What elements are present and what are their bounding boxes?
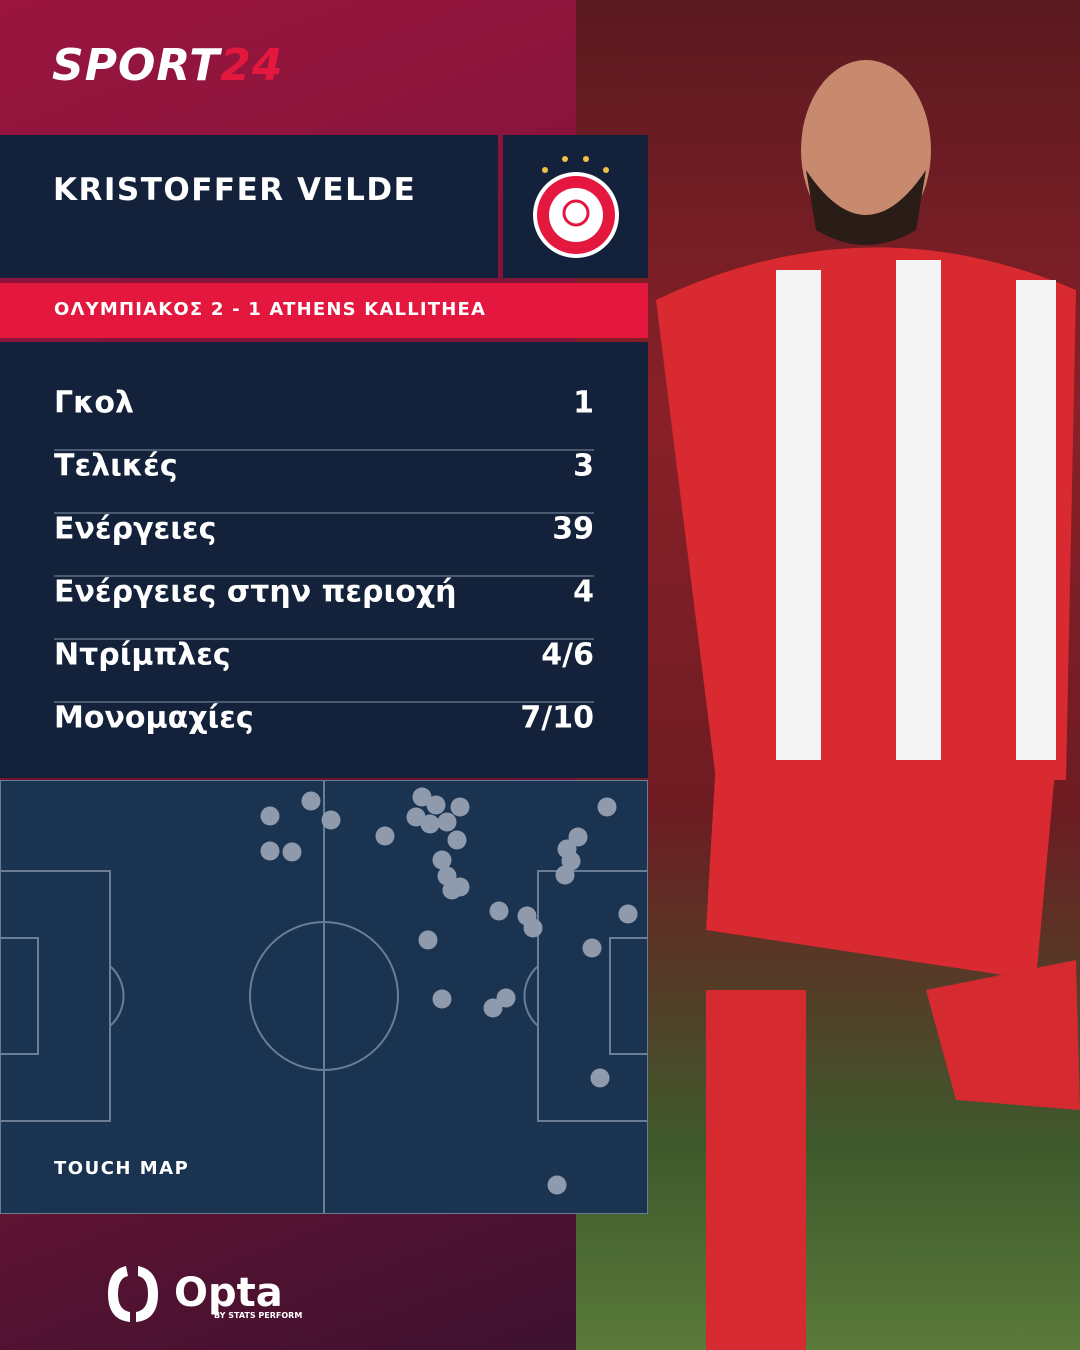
row-separator — [54, 701, 594, 703]
stat-row: Μονομαχίες 7/10 — [54, 674, 594, 737]
touch-dot — [282, 842, 302, 862]
touch-dot — [321, 810, 341, 830]
stat-label: Ντρίμπλες — [54, 637, 231, 673]
stat-label: Ενέργειες στην περιοχή — [54, 574, 457, 610]
touch-dot — [489, 901, 509, 921]
touch-map-title: TOUCH MAP — [54, 1158, 190, 1179]
touch-dot — [547, 1175, 567, 1195]
row-separator — [54, 638, 594, 640]
match-bar — [0, 283, 648, 338]
touch-dot — [557, 839, 577, 859]
touch-dot — [483, 998, 503, 1018]
player-name: KRISTOFFER VELDE — [53, 172, 417, 208]
touch-dot — [447, 830, 467, 850]
photo-art — [656, 60, 1080, 1350]
row-separator — [54, 512, 594, 514]
touch-dot — [412, 787, 432, 807]
stat-row: Ενέργειες 39 — [54, 485, 594, 577]
touch-dot — [597, 797, 617, 817]
touch-dot — [260, 841, 280, 861]
match-result: ΟΛΥΜΠΙΑΚΟΣ 2 - 1 ATHENS KALLITHEA — [54, 299, 487, 320]
touch-dot — [523, 918, 543, 938]
stat-label: Τελικές — [54, 448, 178, 484]
stat-value: 7/10 — [520, 700, 594, 736]
opta-icon — [108, 1266, 158, 1322]
stat-value: 4 — [573, 574, 594, 610]
touch-map — [0, 780, 648, 1214]
touch-dot — [420, 814, 440, 834]
touch-dot — [496, 988, 516, 1008]
club-badge-box — [503, 135, 648, 278]
stat-label: Ενέργειες — [54, 511, 217, 547]
touch-dot — [568, 827, 588, 847]
stat-value: 1 — [573, 385, 594, 421]
touch-dot — [442, 880, 462, 900]
stat-value: 3 — [573, 448, 594, 484]
touch-dot — [375, 826, 395, 846]
row-separator — [54, 449, 594, 451]
brand-logo: SPORT24 — [52, 40, 284, 91]
player-photo — [576, 0, 1080, 1350]
touch-dot — [406, 807, 426, 827]
stat-row: Γκολ 1 — [54, 359, 594, 451]
header-panel — [0, 135, 498, 278]
row-separator — [54, 575, 594, 577]
touch-dot — [432, 989, 452, 1009]
touch-dot — [260, 806, 280, 826]
stats-panel — [0, 342, 648, 778]
touch-dot — [450, 797, 470, 817]
stat-label: Μονομαχίες — [54, 700, 254, 736]
touch-dot — [418, 930, 438, 950]
opta-byline: BY STATS PERFORM — [214, 1311, 303, 1320]
touch-dot — [590, 1068, 610, 1088]
touch-dot — [301, 791, 321, 811]
touch-dot — [426, 795, 446, 815]
stat-value: 39 — [552, 511, 594, 547]
stat-row: Ντρίμπλες 4/6 — [54, 611, 594, 703]
stat-value: 4/6 — [541, 637, 594, 673]
stat-label: Γκολ — [54, 385, 135, 421]
touch-dot — [437, 812, 457, 832]
brand-suffix: 24 — [220, 40, 284, 91]
stat-row: Τελικές 3 — [54, 422, 594, 514]
touch-dot — [618, 904, 638, 924]
stat-row: Ενέργειες στην περιοχή 4 — [54, 548, 594, 640]
brand-name: SPORT — [52, 40, 221, 91]
touch-dot — [582, 938, 602, 958]
club-badge — [533, 156, 619, 258]
opta-logo: Opta — [174, 1270, 283, 1316]
touch-dot — [432, 850, 452, 870]
